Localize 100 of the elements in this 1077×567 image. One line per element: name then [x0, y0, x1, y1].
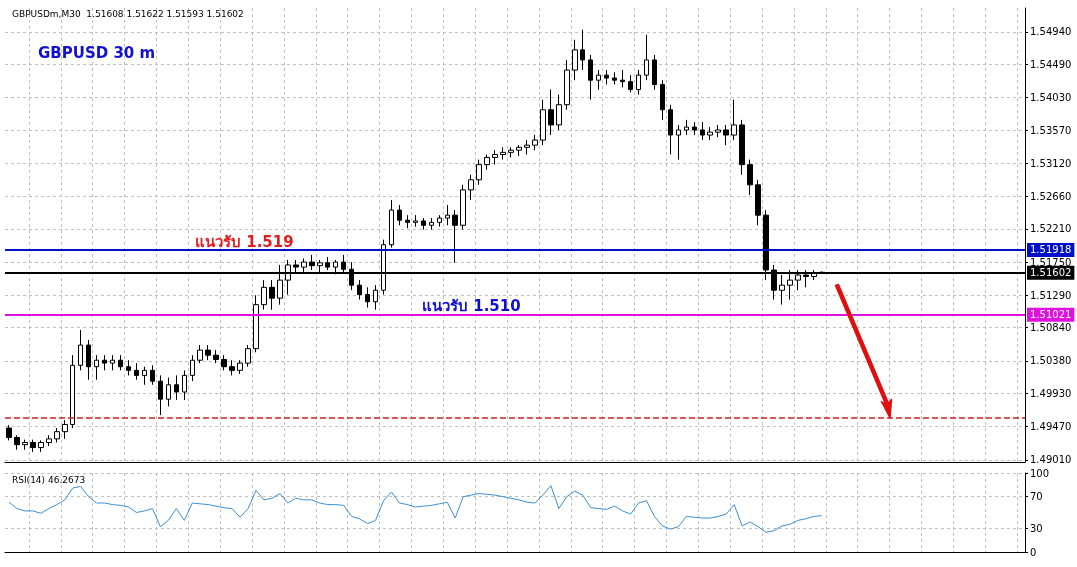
candlestick	[166, 377, 171, 407]
y-tick-label: 1.54490	[1030, 58, 1072, 70]
candlestick	[644, 34, 649, 81]
candlestick	[6, 424, 12, 441]
candlestick	[134, 362, 139, 381]
candlestick	[221, 354, 227, 371]
candlestick	[668, 104, 673, 156]
y-tick-label: 1.50840	[1030, 322, 1072, 334]
candlestick	[373, 284, 378, 311]
candlestick	[54, 427, 60, 444]
y-tick-label: 1.53120	[1030, 157, 1072, 169]
candlestick	[94, 354, 99, 381]
candlestick	[237, 359, 243, 375]
candlestick	[476, 159, 482, 186]
candlestick	[118, 354, 123, 371]
candlestick	[389, 199, 394, 249]
candlestick	[572, 39, 578, 81]
y-tick-label: 1.54940	[1030, 26, 1072, 38]
candlestick	[261, 279, 267, 311]
candlestick	[540, 99, 546, 146]
candlestick	[325, 256, 330, 271]
candlestick	[30, 439, 36, 453]
annotation: แนวรับ 1.519	[195, 232, 294, 251]
candlestick	[532, 134, 538, 151]
candlestick	[524, 139, 530, 156]
chart-title: RSI(14) 46.2673	[12, 474, 86, 485]
candlestick	[460, 184, 466, 231]
candlestick	[253, 294, 259, 353]
candlestick	[38, 439, 44, 453]
candlestick	[197, 344, 203, 364]
candlestick	[588, 54, 593, 101]
candlestick	[22, 439, 28, 451]
candlestick	[747, 159, 753, 196]
candlestick	[86, 339, 91, 381]
candlestick	[604, 69, 609, 86]
y-tick-label: 1.53570	[1030, 125, 1072, 137]
candlestick	[620, 69, 625, 88]
candlestick	[182, 369, 187, 401]
candlestick	[452, 209, 458, 264]
candlestick	[676, 124, 681, 161]
ref-line-label: 1.51021	[1030, 309, 1072, 321]
candlestick	[245, 344, 251, 368]
candlestick	[78, 329, 83, 371]
candlestick	[508, 146, 514, 158]
y-tick-label: 30	[1030, 522, 1043, 534]
ref-line-label: 1.51918	[1030, 244, 1072, 256]
y-tick-label: 70	[1030, 491, 1043, 503]
candlestick	[731, 99, 737, 141]
candlestick	[437, 214, 442, 228]
candlestick	[102, 354, 107, 371]
candlestick	[692, 121, 697, 136]
annotation: แนวรับ 1.510	[422, 296, 521, 315]
candlestick	[707, 126, 713, 141]
text: GBPUSD 30 m	[38, 43, 156, 62]
candlestick	[500, 146, 506, 161]
candlestick	[516, 144, 522, 157]
candlestick	[205, 344, 211, 361]
y-tick-label: 1.52210	[1030, 223, 1072, 235]
y-tick-label: 1.50380	[1030, 355, 1072, 367]
candlestick	[62, 419, 68, 440]
candlestick	[397, 204, 402, 226]
ref-line-label: 1.51602	[1030, 267, 1072, 279]
candlestick	[652, 54, 657, 91]
candlestick	[492, 149, 498, 166]
candlestick	[126, 359, 131, 376]
line-series	[8, 485, 823, 533]
candlestick	[660, 79, 665, 121]
y-tick-label: 1.49470	[1030, 421, 1072, 433]
candlestick	[700, 121, 705, 141]
candlestick	[213, 349, 219, 364]
candlestick	[612, 71, 617, 86]
candlestick	[405, 214, 410, 229]
candlestick	[755, 179, 761, 226]
y-tick-label: 1.49930	[1030, 387, 1072, 399]
candlestick	[564, 59, 570, 111]
candlestick	[14, 434, 20, 451]
y-tick-label: 1.51290	[1030, 289, 1072, 301]
candlestick	[484, 154, 490, 171]
candlestick	[684, 119, 689, 136]
candlestick	[580, 29, 585, 71]
candlestick	[445, 204, 450, 226]
candlestick	[46, 434, 52, 447]
candlestick	[556, 94, 562, 131]
y-tick-label: 0	[1030, 546, 1037, 558]
chart-title: GBPUSDm,M30 1.51608 1.51622 1.51593 1.51602	[12, 8, 244, 19]
y-tick-label: 1.49010	[1030, 454, 1072, 466]
y-tick-label: 100	[1030, 467, 1050, 479]
candlestick	[174, 374, 179, 401]
candlestick	[628, 74, 633, 93]
candlestick	[150, 364, 155, 386]
y-tick-label: 1.51750	[1030, 256, 1072, 268]
candlestick	[70, 354, 75, 429]
candlestick	[429, 217, 434, 231]
candlestick	[548, 89, 554, 136]
candlestick	[739, 119, 745, 176]
candlestick	[110, 354, 115, 371]
candlestick	[413, 214, 418, 228]
candlestick	[142, 366, 147, 386]
candlestick	[715, 124, 721, 138]
candlestick	[636, 69, 641, 96]
